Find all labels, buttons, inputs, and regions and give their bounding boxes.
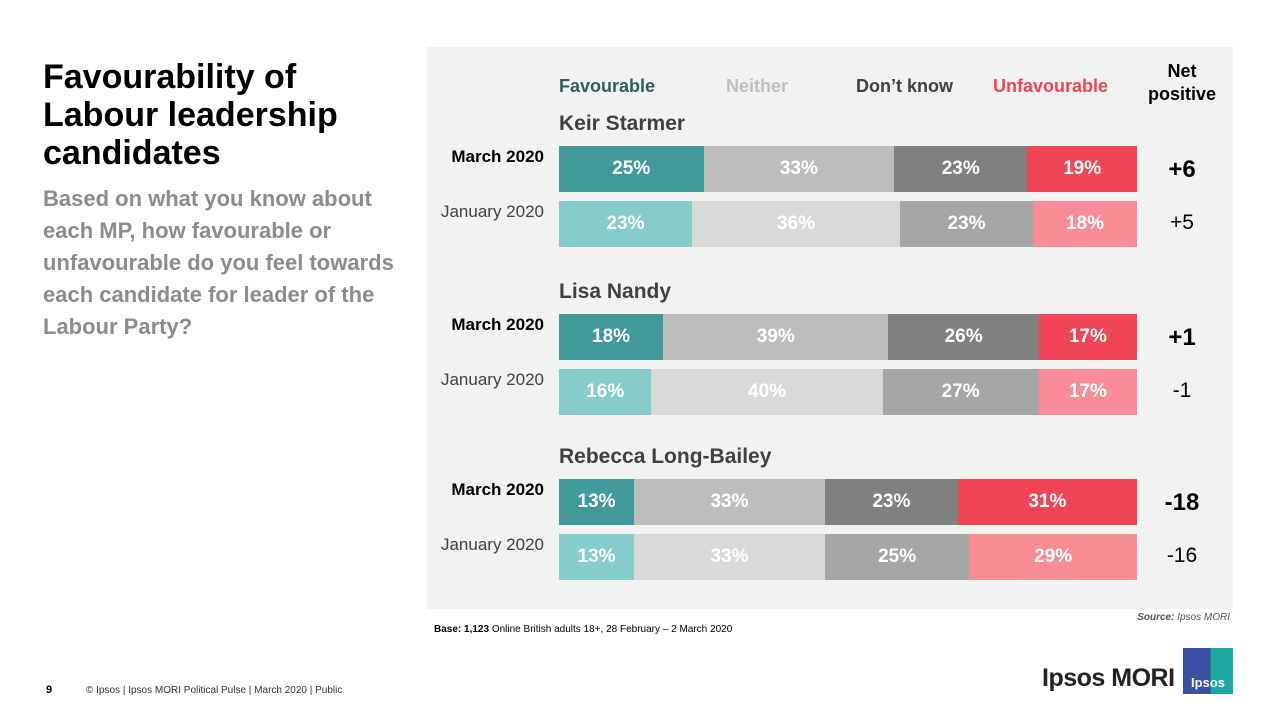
bar-segment-favourable: 18% — [559, 314, 664, 360]
stacked-bar: 13% 33% 23% 31% — [559, 479, 1137, 525]
bar-segment-favourable: 16% — [559, 369, 652, 415]
bar-segment-neither: 36% — [691, 201, 901, 247]
bar-segment-unfavourable: 31% — [957, 479, 1137, 525]
stacked-bar: 23% 36% 23% 18% — [559, 201, 1137, 247]
slide-subtitle: Based on what you know about each MP, ho… — [43, 186, 394, 339]
legend-unfavourable: Unfavourable — [993, 76, 1109, 96]
base-note: Base: 1,123 Online British adults 18+, 2… — [434, 624, 732, 635]
footer-text: © Ipsos | Ipsos MORI Political Pulse | M… — [86, 685, 343, 696]
bar-segment-don-t-know: 27% — [882, 369, 1039, 415]
slide-title: Favourability of Labour leadership candi… — [43, 58, 338, 172]
bar-segment-favourable: 13% — [559, 479, 635, 525]
bar-segment-favourable: 13% — [559, 534, 635, 580]
row-label: March 2020 — [451, 147, 544, 166]
source-label: Source: — [1137, 612, 1175, 623]
net-value: -1 — [1172, 379, 1192, 402]
bar-segment-don-t-know: 23% — [894, 146, 1028, 192]
stacked-bar: 13% 33% 25% 29% — [559, 534, 1137, 580]
bar-segment-unfavourable: 18% — [1032, 201, 1137, 247]
bar-segment-neither: 39% — [663, 314, 889, 360]
bar-segment-unfavourable: 19% — [1027, 146, 1137, 192]
legend-don-t-know: Don’t know — [856, 76, 953, 96]
row-label: January 2020 — [440, 535, 544, 554]
bar-segment-neither: 33% — [634, 479, 825, 525]
stacked-bar: 18% 39% 26% 17% — [559, 314, 1137, 360]
bar-segment-unfavourable: 17% — [1038, 369, 1137, 415]
candidate-name: Lisa Nandy — [559, 280, 672, 303]
net-positive-header: Net positive — [1147, 61, 1217, 104]
legend-favourable: Favourable — [559, 76, 656, 96]
bar-segment-neither: 40% — [651, 369, 883, 415]
bar-segment-unfavourable: 17% — [1038, 314, 1137, 360]
stacked-bar: 16% 40% 27% 17% — [559, 369, 1137, 415]
row-label: March 2020 — [451, 480, 544, 499]
bar-segment-favourable: 25% — [559, 146, 704, 192]
net-value: -18 — [1164, 489, 1200, 516]
bar-segment-don-t-know: 25% — [824, 534, 970, 580]
net-value: -16 — [1166, 544, 1198, 567]
source-note: Source: Ipsos MORI — [1137, 612, 1230, 623]
net-value: +5 — [1170, 211, 1194, 234]
row-label: March 2020 — [451, 315, 544, 334]
candidate-name: Rebecca Long-Bailey — [559, 445, 772, 468]
base-text: Online British adults 18+, 28 February –… — [489, 624, 733, 635]
base-count: 1,123 — [464, 624, 490, 635]
ipsos-mori-logo-text: Ipsos MORI — [1042, 664, 1175, 692]
bar-segment-neither: 33% — [634, 534, 825, 580]
legend-neither: Neither — [726, 76, 789, 96]
bar-segment-don-t-know: 26% — [888, 314, 1039, 360]
bar-segment-don-t-know: 23% — [824, 479, 958, 525]
candidate-name: Keir Starmer — [559, 112, 686, 135]
row-label: January 2020 — [440, 202, 544, 221]
ipsos-logo: Ipsos — [1183, 648, 1233, 694]
bar-segment-neither: 33% — [703, 146, 895, 192]
bar-segment-favourable: 23% — [559, 201, 692, 247]
base-label: Base: — [434, 624, 462, 635]
page-number: 9 — [46, 684, 53, 696]
net-value: +1 — [1168, 324, 1196, 351]
source-text: Ipsos MORI — [1174, 612, 1230, 623]
stacked-bar: 25% 33% 23% 19% — [559, 146, 1137, 192]
bar-segment-unfavourable: 29% — [969, 534, 1137, 580]
row-label: January 2020 — [440, 370, 544, 389]
bar-segment-don-t-know: 23% — [900, 201, 1033, 247]
net-value: +6 — [1168, 156, 1196, 183]
